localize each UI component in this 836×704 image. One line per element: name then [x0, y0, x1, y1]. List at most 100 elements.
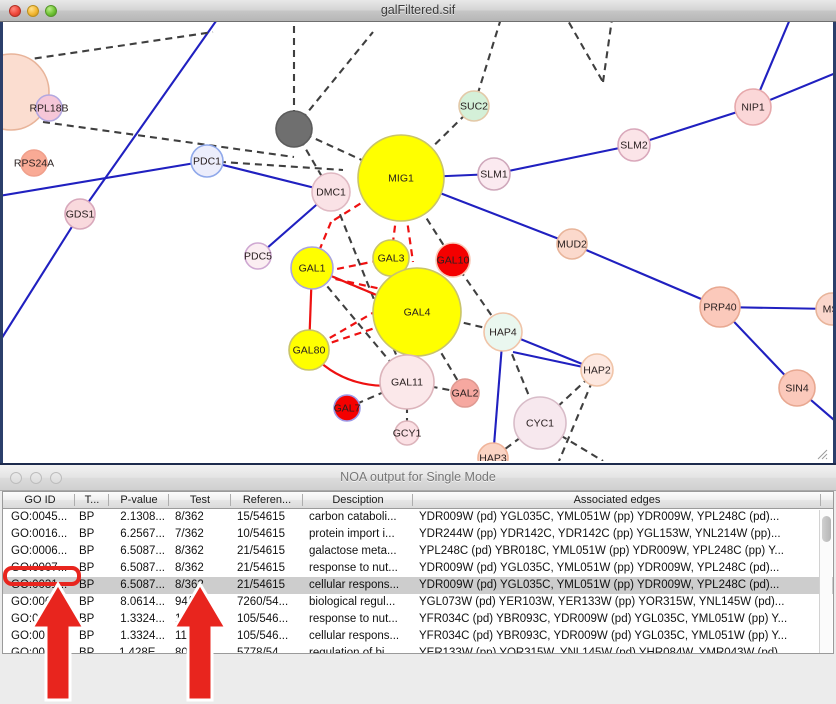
graph-node-gal1[interactable]: GAL1 — [290, 246, 334, 290]
cell-edges[interactable]: YDR009W (pd) YGL035C, YML051W (pp) YDR00… — [419, 562, 780, 574]
table-vertical-scrollbar[interactable] — [819, 510, 832, 653]
graph-node-prp40[interactable]: PRP40 — [699, 286, 741, 328]
cell-type[interactable]: BP — [79, 545, 95, 557]
cell-edges[interactable]: YPL248C (pd) YBR018C, YML051W (pp) YDR00… — [419, 545, 785, 557]
network-graph[interactable]: RPL18BRPS24AGDS1PDC1PDC5DMC1MIG1SUC2SLM1… — [3, 22, 833, 461]
cell-reference[interactable]: 15/54615 — [237, 511, 285, 523]
column-divider[interactable] — [108, 494, 109, 506]
table-row[interactable]: GO:0031... BP 6.5087... 8/362 21/54615 cellul… — [3, 577, 833, 594]
table-row[interactable]: GO:0065... BP 8.0614... 94/362 7260/54... bio… — [3, 594, 833, 611]
graph-node-gal7[interactable]: GAL7 — [333, 394, 361, 422]
dialog-close-icon[interactable] — [10, 472, 22, 484]
cell-pvalue[interactable]: 6.5087... — [120, 562, 165, 574]
table-row[interactable]: GO:0007... BP 6.5087... 8/362 21/54615 respon… — [3, 560, 833, 577]
cell-pvalue[interactable]: 1.3324... — [120, 613, 165, 625]
column-divider[interactable] — [74, 494, 75, 506]
cell-go-id[interactable]: GO:0006... — [11, 545, 68, 557]
column-divider[interactable] — [820, 494, 821, 506]
cell-pvalue[interactable]: 6.5087... — [120, 545, 165, 557]
graph-node-gds1[interactable]: GDS1 — [64, 198, 96, 230]
table-row[interactable]: GO:0045... BP 2.1308... 8/362 15/54615 carbon… — [3, 509, 833, 526]
cell-test[interactable]: 8/362 — [175, 545, 204, 557]
cell-go-id[interactable]: GO:0031... — [11, 579, 68, 591]
close-icon[interactable] — [9, 5, 21, 17]
cell-reference[interactable]: 10/54615 — [237, 528, 285, 540]
graph-node-gal4[interactable]: GAL4 — [372, 267, 462, 357]
graph-node-gal80[interactable]: GAL80 — [288, 329, 330, 371]
cell-description[interactable]: cellular respons... — [309, 630, 400, 642]
cell-pvalue[interactable]: 1.3324... — [120, 630, 165, 642]
cell-reference[interactable]: 105/546... — [237, 630, 289, 642]
cell-reference[interactable]: 21/54615 — [237, 545, 285, 557]
graph-node-rps24a[interactable]: RPS24A — [14, 149, 54, 177]
cell-go-id[interactable]: GO:0045... — [11, 511, 68, 523]
cell-test[interactable]: 94/362 — [175, 596, 211, 608]
cell-test[interactable]: 80/362 — [175, 647, 211, 654]
dialog-minimize-icon[interactable] — [30, 472, 42, 484]
graph-node-msi[interactable]: MSI — [815, 292, 833, 326]
graph-node-gal11[interactable]: GAL11 — [379, 354, 435, 410]
graph-node-mud2[interactable]: MUD2 — [556, 228, 588, 260]
cell-edges[interactable]: YFR034C (pd) YBR093C, YDR009W (pd) YGL03… — [419, 630, 788, 642]
graph-node-pdc1[interactable]: PDC1 — [190, 144, 224, 178]
cell-reference[interactable]: 21/54615 — [237, 579, 285, 591]
graph-node-gcy1[interactable]: GCY1 — [393, 420, 422, 446]
cell-reference[interactable]: 5778/54... — [237, 647, 289, 654]
column-header-type[interactable]: T... — [75, 492, 109, 508]
table-row[interactable]: GO:0006... BP 6.5087... 8/362 21/54615 galact… — [3, 543, 833, 560]
results-table[interactable]: GO ID T... P-value Test Referen... Desciption… — [2, 491, 834, 654]
cell-pvalue[interactable]: 8.0614... — [120, 596, 165, 608]
graph-node-suc2[interactable]: SUC2 — [458, 90, 490, 122]
table-row[interactable]: GO:0050... BP 1.428E... 80/362 5778/54... reg… — [3, 645, 833, 654]
table-body[interactable]: GO:0045... BP 2.1308... 8/362 15/54615 carbon… — [3, 509, 833, 654]
table-header-row[interactable]: GO ID T... P-value Test Referen... Desciption… — [3, 492, 833, 509]
cell-description[interactable]: response to nut... — [309, 562, 398, 574]
cell-go-id[interactable]: GO:0031... — [11, 613, 68, 625]
cell-edges[interactable]: YDR009W (pd) YGL035C, YML051W (pp) YDR00… — [419, 579, 780, 591]
graph-node-pdc5[interactable]: PDC5 — [244, 242, 272, 270]
graph-node-gal10[interactable]: GAL10 — [435, 242, 471, 278]
column-header-reference[interactable]: Referen... — [231, 492, 303, 508]
column-header-test[interactable]: Test — [169, 492, 231, 508]
cell-type[interactable]: BP — [79, 562, 95, 574]
cell-edges[interactable]: YER133W (pp) YOR315W, YNL145W (pd) YHR08… — [419, 647, 788, 654]
graph-node-hap2[interactable]: HAP2 — [580, 353, 614, 387]
cell-edges[interactable]: YFR034C (pd) YBR093C, YDR009W (pd) YGL03… — [419, 613, 788, 625]
cell-go-id[interactable]: GO:0007... — [11, 562, 68, 574]
graph-node-gal2[interactable]: GAL2 — [450, 378, 480, 408]
cell-description[interactable]: biological regul... — [309, 596, 396, 608]
column-header-go-id[interactable]: GO ID — [5, 492, 75, 508]
cell-test[interactable]: 11/362 — [175, 630, 210, 642]
cell-type[interactable]: BP — [79, 613, 95, 625]
cell-test[interactable]: 8/362 — [175, 511, 204, 523]
zoom-icon[interactable] — [45, 5, 57, 17]
cell-pvalue[interactable]: 1.428E... — [118, 647, 165, 654]
graph-node-nip1[interactable]: NIP1 — [734, 88, 772, 126]
cell-description[interactable]: galactose meta... — [309, 545, 397, 557]
cell-type[interactable]: BP — [79, 528, 95, 540]
cell-test[interactable]: 11/362 — [175, 613, 210, 625]
cell-edges[interactable]: YGL073W (pd) YER103W, YER133W (pp) YOR31… — [419, 596, 785, 608]
graph-node-slm1[interactable]: SLM1 — [477, 157, 511, 191]
table-row[interactable]: GO:0031... BP 1.3324... 11/362 105/546... res… — [3, 611, 833, 628]
cell-edges[interactable]: YDR244W (pp) YDR142C, YDR142C (pp) YGL15… — [419, 528, 781, 540]
table-row[interactable]: GO:0031... BP 1.3324... 11/362 105/546... cel… — [3, 628, 833, 645]
cell-type[interactable]: BP — [79, 630, 95, 642]
cell-type[interactable]: BP — [79, 511, 95, 523]
cell-pvalue[interactable]: 2.1308... — [120, 511, 165, 523]
cell-reference[interactable]: 105/546... — [237, 613, 289, 625]
cell-go-id[interactable]: GO:0050... — [11, 647, 68, 654]
cell-edges[interactable]: YDR009W (pd) YGL035C, YML051W (pp) YDR00… — [419, 511, 780, 523]
cell-test[interactable]: 7/362 — [175, 528, 204, 540]
graph-node-slm2[interactable]: SLM2 — [617, 128, 651, 162]
cell-reference[interactable]: 7260/54... — [237, 596, 289, 608]
cell-test[interactable]: 8/362 — [175, 562, 204, 574]
cell-description[interactable]: carbon cataboli... — [309, 511, 397, 523]
cell-pvalue[interactable]: 6.5087... — [120, 579, 165, 591]
resize-grip-icon[interactable] — [815, 447, 828, 460]
network-canvas[interactable]: RPL18B RPS24A GDS1 PDC1 PDC5 DMC1 MIG1 SUC2 SLM1… — [0, 22, 836, 463]
column-divider[interactable] — [302, 494, 303, 506]
graph-node-mig1[interactable]: MIG1 — [357, 134, 445, 222]
cell-go-id[interactable]: GO:0065... — [11, 596, 68, 608]
cell-description[interactable]: response to nut... — [309, 613, 398, 625]
